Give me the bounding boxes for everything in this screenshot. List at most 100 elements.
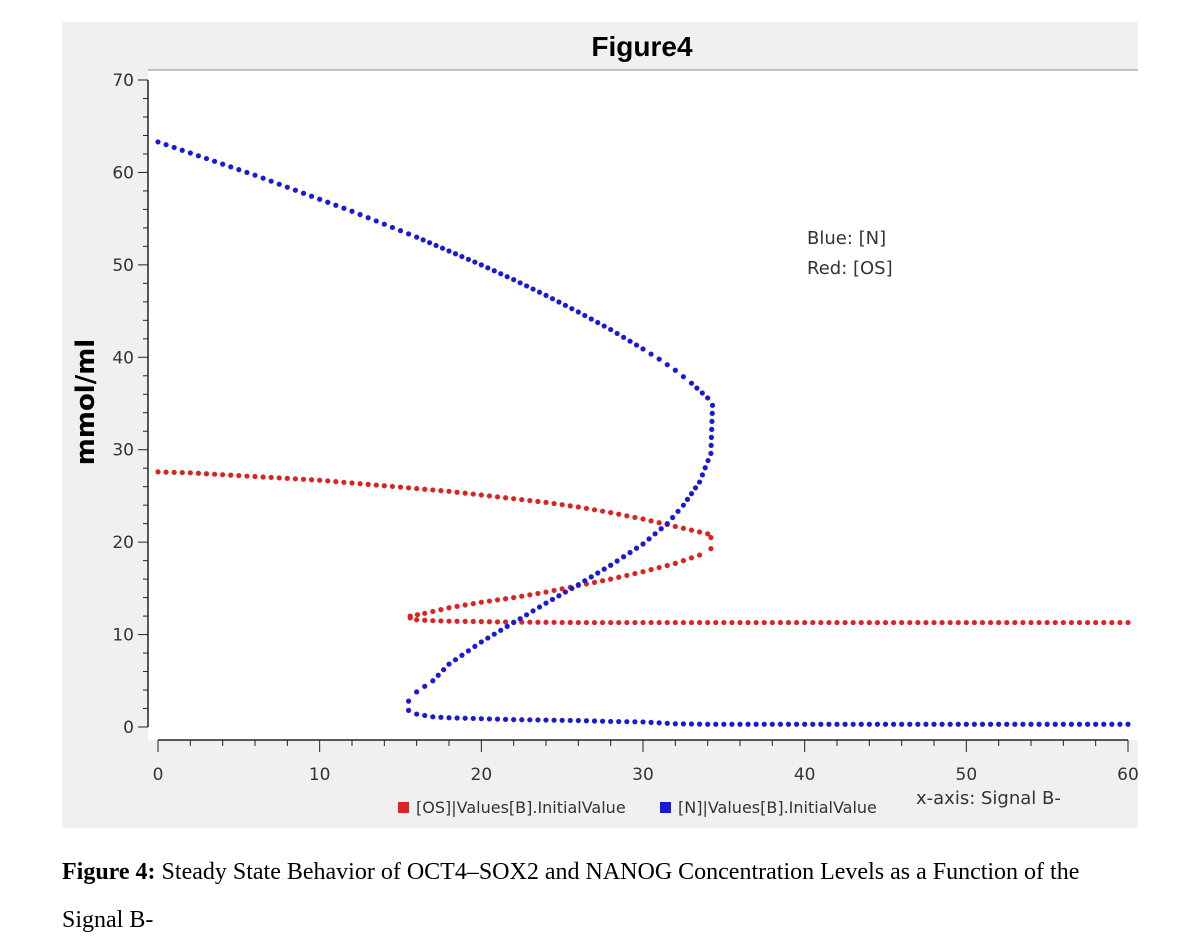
y-axis: 0 10 20 30 40 50 60 70	[112, 71, 149, 738]
data-point	[1012, 619, 1018, 626]
data-point	[1125, 721, 1131, 727]
data-point	[931, 619, 937, 626]
data-point	[486, 619, 493, 625]
data-point	[624, 619, 630, 626]
data-point	[694, 385, 700, 391]
data-point	[536, 604, 543, 610]
data-point	[955, 721, 961, 727]
data-point	[582, 578, 588, 584]
data-point	[656, 619, 662, 626]
data-point	[349, 480, 355, 486]
data-point	[769, 619, 775, 626]
data-point	[672, 619, 678, 626]
data-point	[179, 147, 185, 153]
data-point	[708, 434, 715, 440]
data-point	[1117, 619, 1123, 626]
data-point	[575, 582, 581, 588]
data-point	[664, 362, 670, 368]
data-point	[713, 619, 719, 626]
data-point	[627, 549, 633, 556]
data-point	[979, 721, 986, 727]
data-point	[672, 367, 678, 373]
data-point	[519, 497, 525, 503]
data-point	[646, 536, 652, 542]
data-point	[595, 319, 601, 326]
data-point	[527, 497, 533, 504]
data-point	[705, 457, 711, 464]
data-point	[494, 619, 501, 625]
data-point	[519, 593, 525, 599]
data-point	[420, 237, 426, 243]
data-point	[632, 619, 638, 626]
data-point	[462, 715, 468, 721]
data-point	[616, 511, 622, 517]
data-point	[761, 721, 767, 727]
data-point	[502, 716, 509, 722]
data-point	[688, 380, 695, 386]
chart-panel: Figure4 0 10 20 30 40 50 60 70 0 10 20 30 40 50 60 mm…	[62, 22, 1138, 828]
data-point	[627, 338, 633, 344]
data-point	[486, 493, 493, 499]
data-point	[527, 717, 533, 723]
data-point	[536, 289, 543, 295]
data-point	[414, 485, 420, 492]
data-point	[1020, 619, 1026, 626]
data-point	[680, 502, 687, 508]
data-point	[810, 721, 816, 727]
data-point	[939, 619, 945, 626]
data-point	[422, 683, 428, 689]
data-point	[381, 221, 387, 227]
x-axis-label: x-axis: Signal B-	[916, 788, 1061, 809]
data-point	[1036, 619, 1042, 626]
data-point	[632, 514, 638, 521]
data-point	[721, 721, 727, 727]
data-point	[446, 605, 452, 611]
legend-swatch-n	[660, 802, 671, 813]
data-point	[793, 721, 800, 727]
data-point	[308, 193, 315, 199]
data-point	[899, 721, 905, 727]
data-point	[405, 698, 412, 704]
data-point	[1093, 721, 1099, 727]
data-point	[664, 521, 670, 527]
data-point	[729, 619, 735, 626]
data-point	[614, 558, 620, 564]
data-point	[802, 619, 808, 626]
data-point	[708, 546, 714, 552]
data-point	[684, 496, 691, 502]
data-point	[923, 721, 929, 727]
data-point	[1004, 721, 1010, 727]
data-point	[608, 326, 614, 333]
data-point	[1060, 721, 1066, 727]
data-point	[494, 716, 501, 722]
data-point	[1012, 721, 1018, 727]
chart: Figure4 0 10 20 30 40 50 60 70 0 10 20 30 40 50 60 mm…	[71, 31, 1138, 817]
data-point	[688, 491, 695, 497]
data-point	[498, 271, 504, 277]
x-tick-label: 60	[1117, 765, 1138, 785]
data-point	[446, 248, 452, 254]
data-point	[890, 619, 897, 626]
data-point	[543, 589, 549, 595]
data-point	[1044, 721, 1050, 727]
data-point	[608, 562, 614, 568]
data-point	[688, 721, 695, 727]
legend-entry-n: [N]|Values[B].InitialValue	[678, 798, 877, 817]
data-point	[268, 178, 274, 184]
data-point	[709, 426, 715, 432]
y-axis-label: mmol/ml	[71, 339, 101, 465]
data-point	[373, 482, 379, 488]
data-point	[672, 523, 678, 530]
data-point	[485, 635, 491, 641]
data-point	[591, 718, 598, 724]
data-point	[640, 516, 646, 522]
data-point	[389, 224, 396, 231]
data-point	[601, 566, 607, 572]
data-point	[317, 477, 323, 483]
data-point	[465, 648, 471, 654]
data-point	[317, 196, 323, 202]
data-point	[397, 484, 404, 490]
data-point	[405, 231, 412, 237]
data-point	[850, 721, 856, 727]
data-point	[680, 721, 687, 727]
